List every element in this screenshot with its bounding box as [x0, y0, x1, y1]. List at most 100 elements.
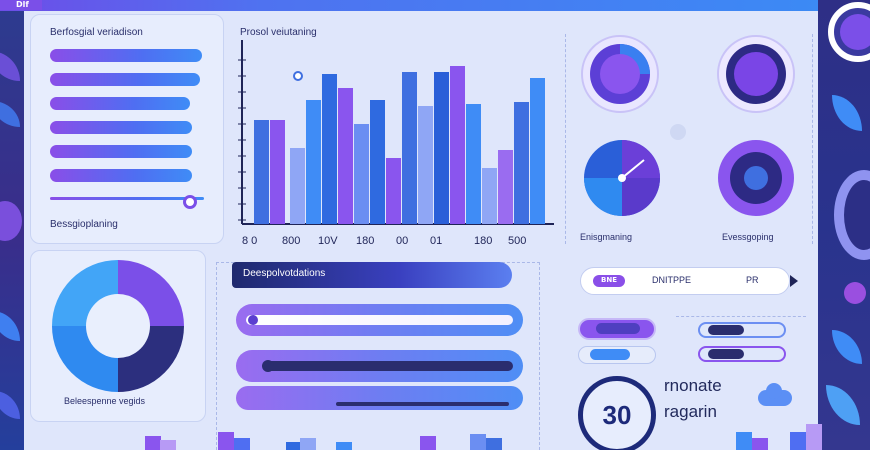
toggle-pill-3-label	[708, 325, 744, 335]
building-icon	[160, 440, 176, 450]
slider-1[interactable]	[236, 304, 523, 336]
building-icon	[486, 438, 502, 450]
gauge-ring-icon	[718, 140, 794, 216]
counter-line-2: ragarin	[664, 402, 717, 421]
bar-slider-handle[interactable]	[183, 195, 197, 209]
building-icon	[145, 436, 161, 450]
slider-3-track	[336, 402, 509, 406]
donut-label: Beleespenne vegids	[64, 396, 146, 406]
chart-bar	[338, 88, 353, 224]
chart-bars-group	[254, 66, 545, 224]
compare-pill: BNE	[593, 275, 625, 287]
building-icon	[736, 432, 752, 450]
gauge-label: Enisgmaning	[580, 232, 633, 242]
divider	[812, 34, 813, 244]
x-tick-label: 500	[508, 235, 527, 247]
compare-left-label: DNITPPE	[652, 275, 692, 285]
building-icon	[790, 432, 806, 450]
divider	[565, 34, 566, 244]
building-icon	[286, 442, 302, 450]
building-icon	[752, 438, 768, 450]
gauges-svg	[581, 35, 795, 216]
chart-bar	[322, 74, 337, 224]
gauge-ring-icon	[581, 35, 659, 113]
chart-bar	[450, 66, 465, 224]
sliders-header: Deespolvotdations	[243, 268, 326, 279]
chart-bar	[482, 168, 497, 224]
bars-panel-title: Berfosgial veriadison	[50, 27, 143, 38]
top-bar: Dlf	[0, 0, 870, 11]
chart-bar	[386, 158, 401, 224]
progress-bar	[50, 121, 192, 134]
slider-2[interactable]	[236, 350, 523, 382]
chart-bar	[370, 100, 385, 224]
toggle-pill-2-label	[590, 349, 630, 360]
sliders-header-bar	[232, 262, 512, 288]
chart-panel-title: Prosol veiutaning	[240, 27, 317, 38]
building-icon	[470, 434, 486, 450]
slider-1-track	[246, 315, 513, 325]
slider-1-knob[interactable]	[248, 315, 258, 325]
leaf-icon	[0, 51, 20, 81]
chart-bar	[306, 100, 321, 224]
right-decoration	[818, 0, 870, 450]
counter-ring	[578, 376, 656, 450]
cloud-icon-top	[766, 383, 782, 399]
leaf-icon	[832, 95, 862, 131]
chart-bar	[354, 124, 369, 224]
gauge-ring-icon	[717, 35, 795, 113]
top-bar-badge: Dlf	[0, 0, 42, 10]
building-icon	[234, 438, 250, 450]
building-icon	[300, 438, 316, 450]
bars-panel-footer: Bessgioplaning	[50, 219, 118, 230]
building-icon	[218, 432, 234, 450]
chart-bar	[290, 148, 305, 224]
chart-svg	[238, 40, 554, 225]
leaf-icon	[826, 385, 860, 425]
divider	[676, 316, 806, 317]
progress-bar	[50, 169, 192, 182]
toggle-pill-1-label	[596, 323, 640, 334]
counter-line-1: rnonate	[664, 376, 722, 395]
leaf-icon	[0, 311, 20, 341]
slider-2-track	[266, 361, 513, 371]
leaf-icon	[832, 330, 862, 364]
x-tick-label: 800	[282, 235, 301, 247]
orb-icon	[844, 282, 866, 304]
gauge-dial-icon	[584, 140, 660, 216]
progress-bar	[50, 97, 190, 110]
x-tick-label: 8 0	[242, 235, 258, 247]
progress-bar	[50, 197, 204, 200]
ring-icon	[834, 170, 870, 260]
x-tick-label: 00	[396, 235, 409, 247]
leaf-icon	[0, 101, 20, 127]
chart-bar	[514, 102, 529, 224]
bubble-icon	[670, 124, 686, 140]
chart-bar	[418, 106, 433, 224]
counter-value: 30	[602, 400, 632, 430]
x-tick-label: 180	[474, 235, 493, 247]
left-decoration	[0, 11, 24, 450]
logo-ring-icon	[828, 2, 870, 62]
building-icon	[420, 436, 436, 450]
progress-bar	[50, 145, 192, 158]
chart-marker-icon	[293, 71, 303, 81]
arrow-right-icon[interactable]	[790, 275, 798, 287]
chart-bar	[498, 150, 513, 224]
building-icon	[336, 442, 352, 450]
chart-bar	[434, 72, 449, 224]
compare-right-label: PR	[746, 275, 759, 285]
slider-2-knob[interactable]	[262, 360, 274, 372]
x-tick-label: 10V	[318, 235, 338, 247]
x-tick-label: 180	[356, 235, 375, 247]
chart-bar	[402, 72, 417, 224]
chart-bar	[270, 120, 285, 224]
progress-bar	[50, 73, 200, 86]
chart-y-ticks	[238, 59, 246, 221]
gauge-label: Evessgoping	[722, 232, 774, 242]
chart-bar	[466, 104, 481, 224]
x-tick-label: 01	[430, 235, 443, 247]
slider-3[interactable]	[236, 386, 523, 410]
donut-svg	[52, 260, 184, 392]
chart-bar	[254, 120, 269, 224]
